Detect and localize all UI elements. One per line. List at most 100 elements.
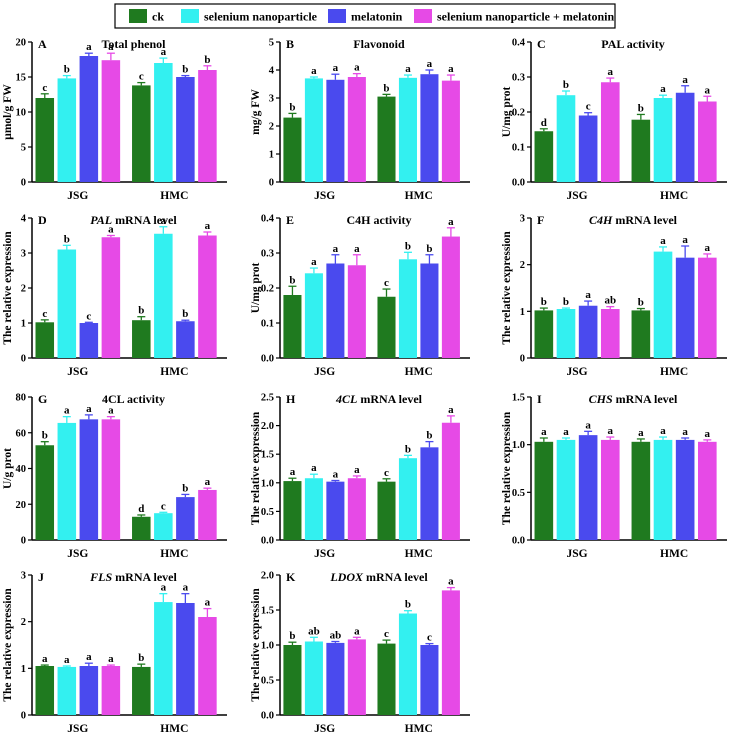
significance-letter: d xyxy=(138,503,144,515)
significance-letter: a xyxy=(64,405,70,417)
panel-c: 0.0 0.1 0.2 0.3 0.4 U/mg prot C PAL activity d b c… xyxy=(501,37,727,202)
bar-hmc-4 xyxy=(441,590,460,715)
bar-hmc-1 xyxy=(132,85,151,182)
panel-title-part: mRNA level xyxy=(112,570,177,584)
significance-letter: a xyxy=(405,63,411,75)
x-category-label: JSG xyxy=(314,548,335,560)
panel-title: PAL mRNA level xyxy=(90,213,177,227)
y-tick-label: 1.0 xyxy=(512,440,525,451)
bar-jsg-1 xyxy=(283,645,302,715)
bar-hmc-4 xyxy=(198,489,217,540)
significance-letter: a xyxy=(354,243,360,255)
y-tick-label: 2 xyxy=(269,122,274,133)
bar-hmc-3 xyxy=(420,263,439,358)
panel-title: Total phenol xyxy=(102,37,167,51)
panel-title-part: 4CL xyxy=(335,392,357,406)
bar-jsg-4 xyxy=(101,237,121,358)
x-category-label: HMC xyxy=(160,723,188,735)
y-tick-label: 0.4 xyxy=(512,38,526,49)
bar-hmc-1 xyxy=(132,320,151,358)
legend-swatch-melatonin xyxy=(328,9,346,23)
panel-letter: A xyxy=(38,37,47,51)
bar-hmc-4 xyxy=(697,257,717,358)
bar-hmc-3 xyxy=(420,74,439,182)
panel-title-part: mRNA level xyxy=(613,392,678,406)
significance-letter: b xyxy=(563,296,569,308)
panel-letter: C xyxy=(537,37,546,51)
y-tick-label: 0.2 xyxy=(261,284,274,295)
bar-jsg-3 xyxy=(326,263,345,358)
x-category-label: HMC xyxy=(660,548,688,560)
significance-letter: b xyxy=(64,64,70,76)
bar-hmc-2 xyxy=(154,513,173,540)
bar-hmc-1 xyxy=(377,296,396,358)
significance-letter: a xyxy=(682,234,688,246)
bar-jsg-2 xyxy=(556,309,576,358)
bar-jsg-4 xyxy=(347,478,366,540)
significance-letter: b xyxy=(289,101,295,113)
significance-letter: b xyxy=(638,102,644,114)
bar-hmc-1 xyxy=(377,481,396,540)
bar-hmc-4 xyxy=(441,422,460,540)
y-tick-label: 1.5 xyxy=(261,606,274,617)
significance-letter: b xyxy=(383,82,389,94)
bar-jsg-2 xyxy=(304,78,323,182)
significance-letter: a xyxy=(660,235,666,247)
bar-jsg-3 xyxy=(79,56,99,182)
bar-hmc-1 xyxy=(377,96,396,182)
bar-jsg-2 xyxy=(57,666,77,715)
bar-hmc-2 xyxy=(398,77,417,182)
panel-title-part: Total phenol xyxy=(102,37,167,51)
x-category-label: JSG xyxy=(567,548,588,560)
panel-letter: B xyxy=(286,37,294,51)
bar-hmc-1 xyxy=(377,643,396,715)
y-tick-label: 0 xyxy=(520,354,525,365)
significance-letter: a xyxy=(205,597,211,609)
panel-title: PAL activity xyxy=(601,37,664,51)
significance-letter: a xyxy=(333,243,339,255)
bar-hmc-4 xyxy=(198,70,217,182)
panel-i: 0.0 0.5 1.0 1.5 The relative expression I CHS … xyxy=(501,392,727,560)
panel-j: 0 1 2 3 The relative expression J FLS mRNA lev… xyxy=(2,570,227,735)
bar-jsg-2 xyxy=(556,95,576,182)
bar-jsg-1 xyxy=(283,117,302,182)
y-axis-label: The relative expression xyxy=(2,231,14,345)
y-axis-label: The relative expression xyxy=(501,411,513,525)
y-tick-label: 0 xyxy=(21,354,26,365)
panel-letter: F xyxy=(537,213,544,227)
significance-letter: b xyxy=(563,79,569,91)
significance-letter: ab xyxy=(604,295,616,307)
significance-letter: a xyxy=(42,653,48,665)
significance-letter: a xyxy=(161,46,167,58)
significance-letter: a xyxy=(86,403,92,415)
bar-hmc-3 xyxy=(176,603,195,715)
bar-hmc-2 xyxy=(398,458,417,540)
y-axis-label: U/g prot xyxy=(2,448,14,489)
y-tick-label: 0.0 xyxy=(261,354,274,365)
significance-letter: a xyxy=(608,66,614,78)
legend-label-selenium-nanoparticle: selenium nanoparticle xyxy=(204,10,318,24)
legend-swatch-ck xyxy=(129,9,147,23)
y-tick-label: 0.3 xyxy=(261,249,274,260)
y-tick-label: 40 xyxy=(16,464,27,475)
bar-jsg-2 xyxy=(304,478,323,540)
significance-letter: a xyxy=(705,428,711,440)
significance-letter: b xyxy=(204,54,210,66)
significance-letter: a xyxy=(705,84,711,96)
panel-title-part: FLS xyxy=(89,570,112,584)
significance-letter: a xyxy=(108,653,114,665)
y-tick-label: 4 xyxy=(269,66,275,77)
x-category-label: JSG xyxy=(314,723,335,735)
bar-jsg-2 xyxy=(57,249,77,358)
bar-hmc-3 xyxy=(420,447,439,540)
y-tick-label: 1 xyxy=(269,150,274,161)
significance-letter: b xyxy=(405,240,411,252)
y-tick-label: 2.0 xyxy=(261,421,274,432)
bar-jsg-4 xyxy=(600,439,620,540)
bar-hmc-1 xyxy=(132,666,151,715)
significance-letter: b xyxy=(405,599,411,611)
panel-title: CHS mRNA level xyxy=(589,392,678,406)
panel-g: 0 20 40 60 80 U/g prot G 4CL activity b a a a JSG d c b… xyxy=(2,392,227,560)
significance-letter: c xyxy=(384,467,389,479)
bar-jsg-4 xyxy=(101,419,121,540)
